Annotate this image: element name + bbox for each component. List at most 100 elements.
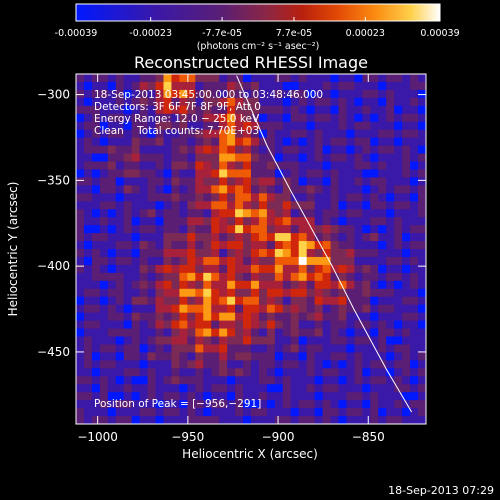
- heatmap-pixel: [290, 336, 300, 346]
- heatmap-pixel: [354, 81, 363, 91]
- heatmap-pixel: [147, 416, 157, 424]
- heatmap-pixel: [322, 209, 332, 218]
- heatmap-pixel: [266, 360, 276, 369]
- heatmap-pixel: [290, 360, 300, 369]
- heatmap-pixel: [139, 153, 149, 163]
- heatmap-pixel: [330, 416, 340, 424]
- heatmap-pixel: [386, 249, 395, 258]
- heatmap-pixel: [91, 137, 101, 147]
- heatmap-pixel: [290, 97, 300, 107]
- heatmap-pixel: [354, 137, 363, 147]
- heatmap-pixel: [290, 272, 300, 282]
- heatmap-pixel: [147, 344, 157, 354]
- heatmap-pixel: [155, 256, 165, 266]
- heatmap-pixel: [402, 177, 411, 186]
- heatmap-pixel: [179, 209, 188, 218]
- heatmap-pixel: [266, 74, 276, 83]
- heatmap-pixel: [290, 264, 300, 274]
- heatmap-pixel: [402, 233, 411, 242]
- heatmap-pixel: [314, 225, 324, 234]
- heatmap-pixel: [163, 249, 173, 258]
- heatmap-pixel: [115, 185, 125, 194]
- heatmap-pixel: [91, 416, 101, 424]
- heatmap-pixel: [131, 296, 141, 306]
- heatmap-pixel: [274, 217, 284, 226]
- heatmap-pixel: [330, 201, 340, 210]
- heatmap-pixel: [171, 336, 181, 346]
- heatmap-pixel: [298, 185, 308, 194]
- heatmap-pixel: [338, 336, 348, 346]
- heatmap-pixel: [203, 416, 212, 424]
- heatmap-pixel: [179, 368, 188, 377]
- heatmap-pixel: [370, 177, 379, 186]
- heatmap-pixel: [131, 368, 141, 377]
- heatmap-pixel: [187, 416, 196, 424]
- heatmap-pixel: [83, 145, 93, 155]
- heatmap-pixel: [107, 129, 117, 139]
- heatmap-pixel: [330, 256, 340, 266]
- heatmap-pixel: [147, 129, 157, 139]
- heatmap-pixel: [266, 416, 276, 424]
- heatmap-pixel: [76, 201, 85, 210]
- heatmap-pixel: [402, 336, 411, 346]
- heatmap-pixel: [258, 241, 268, 250]
- heatmap-pixel: [322, 392, 332, 401]
- heatmap-pixel: [418, 368, 426, 377]
- heatmap-pixel: [298, 256, 308, 266]
- heatmap-pixel: [314, 352, 324, 361]
- heatmap-pixel: [99, 280, 109, 290]
- heatmap-pixel: [322, 320, 332, 330]
- annotation-time-range: 18-Sep-2013 03:45:00.000 to 03:48:46.000: [94, 89, 323, 101]
- heatmap-pixel: [211, 113, 220, 123]
- heatmap-pixel: [99, 312, 109, 322]
- heatmap-pixel: [306, 336, 316, 346]
- heatmap-pixel: [330, 225, 340, 234]
- heatmap-pixel: [83, 400, 93, 409]
- heatmap-pixel: [227, 280, 236, 290]
- heatmap-pixel: [266, 408, 276, 417]
- heatmap-pixel: [274, 153, 284, 163]
- chart-title: Reconstructed RHESSI Image: [134, 53, 368, 72]
- heatmap-pixel: [219, 368, 228, 377]
- heatmap-pixel: [163, 113, 173, 123]
- heatmap-pixel: [282, 328, 292, 338]
- heatmap-pixel: [227, 169, 236, 179]
- heatmap-pixel: [76, 344, 85, 354]
- heatmap-pixel: [163, 81, 173, 91]
- heatmap-pixel: [378, 145, 387, 155]
- heatmap-pixel: [147, 392, 157, 401]
- heatmap-pixel: [258, 153, 268, 163]
- heatmap-pixel: [163, 153, 173, 163]
- heatmap-pixel: [211, 177, 220, 186]
- heatmap-pixel: [235, 384, 244, 393]
- heatmap-pixel: [147, 169, 157, 179]
- heatmap-pixel: [402, 392, 411, 401]
- heatmap-pixel: [346, 392, 356, 401]
- heatmap-pixel: [386, 97, 395, 107]
- heatmap-pixel: [219, 209, 228, 218]
- heatmap-pixel: [91, 264, 101, 274]
- heatmap-pixel: [346, 272, 356, 282]
- heatmap-pixel: [155, 201, 165, 210]
- heatmap-pixel: [83, 209, 93, 218]
- heatmap-pixel: [258, 233, 268, 242]
- heatmap-pixel: [330, 241, 340, 250]
- heatmap-pixel: [235, 416, 244, 424]
- heatmap-pixel: [163, 193, 173, 202]
- heatmap-pixel: [306, 280, 316, 290]
- heatmap-pixel: [195, 153, 204, 163]
- heatmap-pixel: [346, 121, 356, 131]
- heatmap-pixel: [219, 272, 228, 282]
- heatmap-pixel: [322, 352, 332, 361]
- heatmap-pixel: [139, 97, 149, 107]
- heatmap-pixel: [83, 225, 93, 234]
- heatmap-pixel: [346, 368, 356, 377]
- heatmap-pixel: [227, 416, 236, 424]
- heatmap-pixel: [330, 320, 340, 330]
- annotation-peak-position: Position of Peak = [−956,−291]: [94, 398, 261, 410]
- heatmap-pixel: [235, 153, 244, 163]
- heatmap-pixel: [235, 352, 244, 361]
- heatmap-pixel: [243, 288, 252, 298]
- heatmap-pixel: [410, 416, 419, 424]
- heatmap-pixel: [139, 185, 149, 194]
